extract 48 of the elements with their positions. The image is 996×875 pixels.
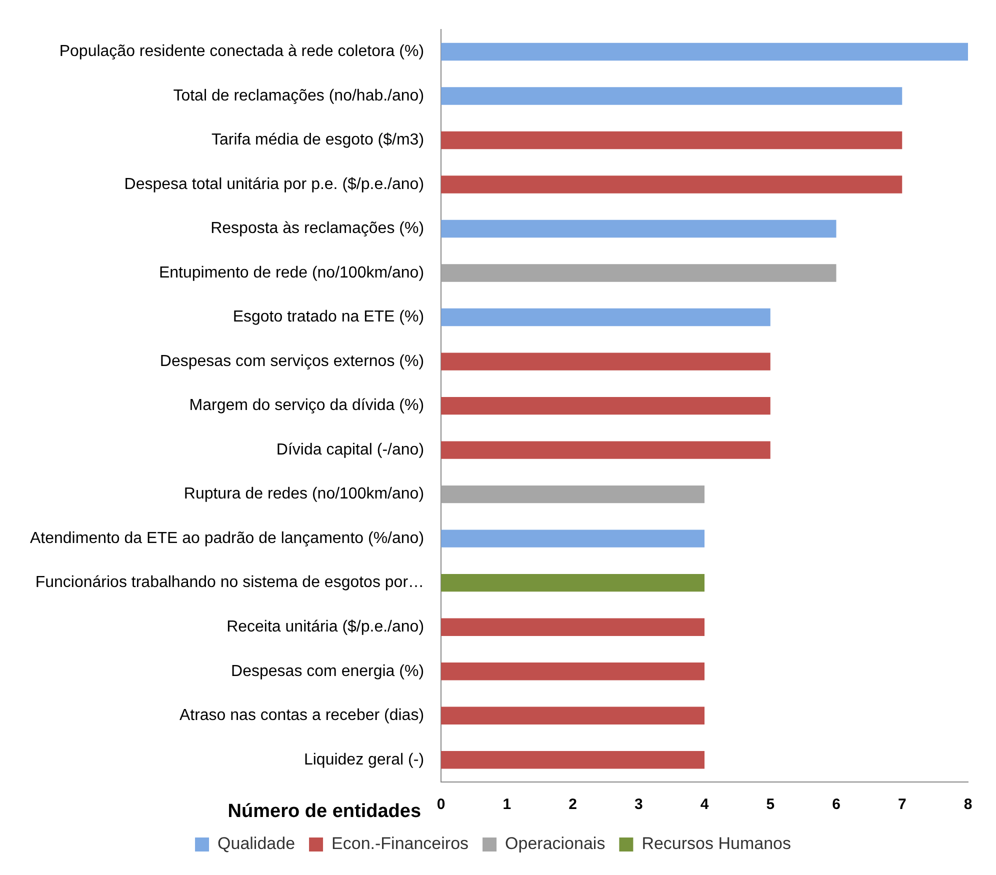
bar — [441, 308, 770, 326]
bar — [441, 618, 705, 636]
bar — [441, 264, 836, 282]
y-tick-label: Despesas com serviços externos (%) — [160, 352, 424, 370]
y-tick-label: Funcionários trabalhando no sistema de esgotos por… — [35, 574, 424, 592]
x-tick-label: 0 — [436, 796, 446, 814]
bar — [441, 441, 770, 459]
y-tick-label: Tarifa média de esgoto ($/m3) — [211, 132, 424, 149]
bar — [441, 574, 705, 592]
y-tick-label: Dívida capital (-/ano) — [276, 441, 424, 458]
x-tick-label: 6 — [832, 796, 840, 814]
x-tick-label: 4 — [700, 796, 710, 814]
bar — [441, 662, 705, 680]
y-tick-label: Resposta às reclamações (%) — [210, 220, 424, 238]
bar — [441, 396, 770, 415]
bar — [441, 485, 705, 504]
legend-label: Econ.-Financeiros — [332, 834, 469, 854]
x-tick-label: 8 — [964, 796, 972, 814]
y-tick-label: Margem do serviço da dívida (%) — [189, 397, 424, 414]
y-tick-label: População residente conectada à rede coletora (%) — [59, 43, 424, 60]
bar — [441, 131, 902, 150]
x-tick-label: 5 — [766, 796, 775, 814]
legend-label: Operacionais — [505, 834, 606, 854]
bar — [441, 530, 705, 548]
bar — [441, 352, 770, 370]
x-axis-title: Número de entidades — [228, 801, 422, 822]
x-tick-label: 7 — [898, 796, 906, 814]
x-tick-label: 1 — [502, 796, 512, 814]
y-tick-label: Total de reclamações (no/hab./ano) — [173, 87, 424, 104]
bar — [441, 751, 705, 769]
bar — [441, 176, 902, 194]
y-tick-label: Esgoto tratado na ETE (%) — [232, 308, 424, 326]
y-tick-label: Atraso nas contas a receber (dias) — [179, 707, 424, 724]
legend-label: Recursos Humanos — [642, 834, 791, 854]
y-tick-label: Atendimento da ETE ao padrão de lançamento (%/ano) — [30, 530, 424, 547]
bar — [441, 42, 968, 61]
bar — [441, 706, 705, 724]
y-tick-label: Ruptura de redes (no/100km/ano) — [184, 486, 424, 503]
bar — [441, 220, 836, 238]
x-tick-label: 3 — [634, 796, 643, 814]
y-tick-label: Entupimento de rede (no/100km/ano) — [158, 264, 424, 282]
x-tick-label: 2 — [568, 796, 577, 814]
y-tick-label: Despesa total unitária por p.e. ($/p.e./ano) — [124, 176, 424, 193]
y-tick-label: Liquidez geral (-) — [304, 751, 424, 768]
legend-label: Qualidade — [218, 834, 296, 854]
y-tick-label: Receita unitária ($/p.e./ano) — [226, 618, 424, 636]
y-tick-label: Despesas com energia (%) — [231, 662, 424, 680]
bar — [441, 87, 902, 105]
